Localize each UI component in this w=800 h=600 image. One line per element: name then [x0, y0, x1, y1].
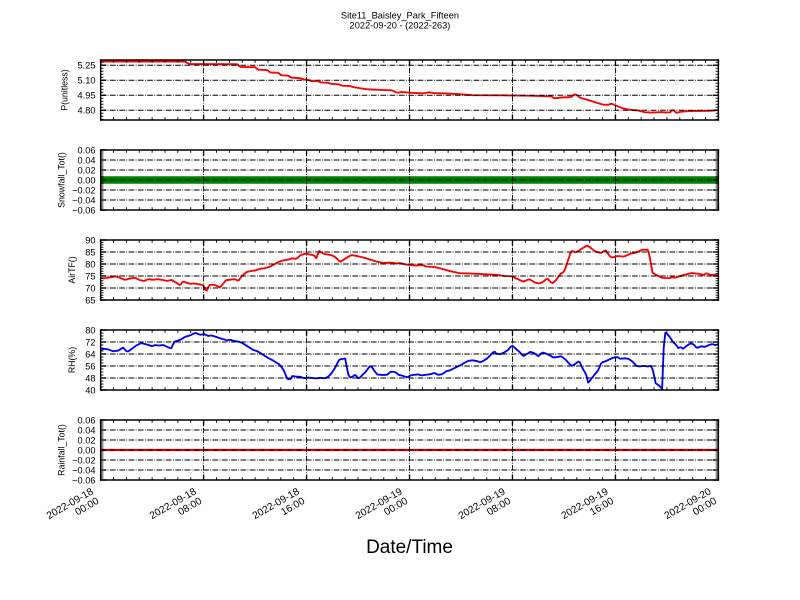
svg-text:RH(%): RH(%): [67, 347, 77, 373]
svg-text:65: 65: [85, 295, 95, 305]
svg-text:85: 85: [85, 247, 95, 257]
svg-text:5.25: 5.25: [78, 61, 96, 71]
svg-text:70: 70: [85, 283, 95, 293]
svg-text:0.04: 0.04: [78, 155, 96, 165]
svg-text:75: 75: [85, 271, 95, 281]
svg-text:80: 80: [85, 259, 95, 269]
svg-text:4.80: 4.80: [78, 106, 96, 116]
svg-text:2022-09-20 - (2022-263): 2022-09-20 - (2022-263): [350, 20, 451, 30]
svg-text:48: 48: [85, 373, 95, 383]
svg-text:90: 90: [85, 235, 95, 245]
svg-text:Site11_Baisley_Park_Fifteen: Site11_Baisley_Park_Fifteen: [341, 10, 459, 20]
svg-text:4.95: 4.95: [78, 91, 96, 101]
svg-text:−0.04: −0.04: [72, 195, 95, 205]
svg-text:0.00: 0.00: [78, 445, 96, 455]
svg-text:64: 64: [85, 349, 95, 359]
svg-text:−0.02: −0.02: [72, 185, 95, 195]
svg-text:P(unitless): P(unitless): [59, 69, 69, 111]
svg-text:0.00: 0.00: [78, 175, 96, 185]
svg-text:Snowfall_Tot(): Snowfall_Tot(): [57, 152, 67, 208]
svg-text:−0.04: −0.04: [72, 465, 95, 475]
svg-text:72: 72: [85, 337, 95, 347]
svg-text:AirTF(): AirTF(): [67, 256, 77, 283]
svg-text:Date/Time: Date/Time: [366, 537, 453, 558]
svg-text:0.06: 0.06: [78, 145, 96, 155]
svg-text:−0.02: −0.02: [72, 455, 95, 465]
svg-text:Rainfall_Tot(): Rainfall_Tot(): [57, 424, 67, 476]
svg-text:0.02: 0.02: [78, 435, 96, 445]
svg-text:56: 56: [85, 361, 95, 371]
svg-text:80: 80: [85, 325, 95, 335]
svg-text:5.10: 5.10: [78, 76, 96, 86]
svg-text:0.06: 0.06: [78, 415, 96, 425]
svg-text:0.02: 0.02: [78, 165, 96, 175]
svg-text:−0.06: −0.06: [72, 205, 95, 215]
svg-text:0.04: 0.04: [78, 425, 96, 435]
svg-text:−0.06: −0.06: [72, 475, 95, 485]
svg-text:40: 40: [85, 385, 95, 395]
